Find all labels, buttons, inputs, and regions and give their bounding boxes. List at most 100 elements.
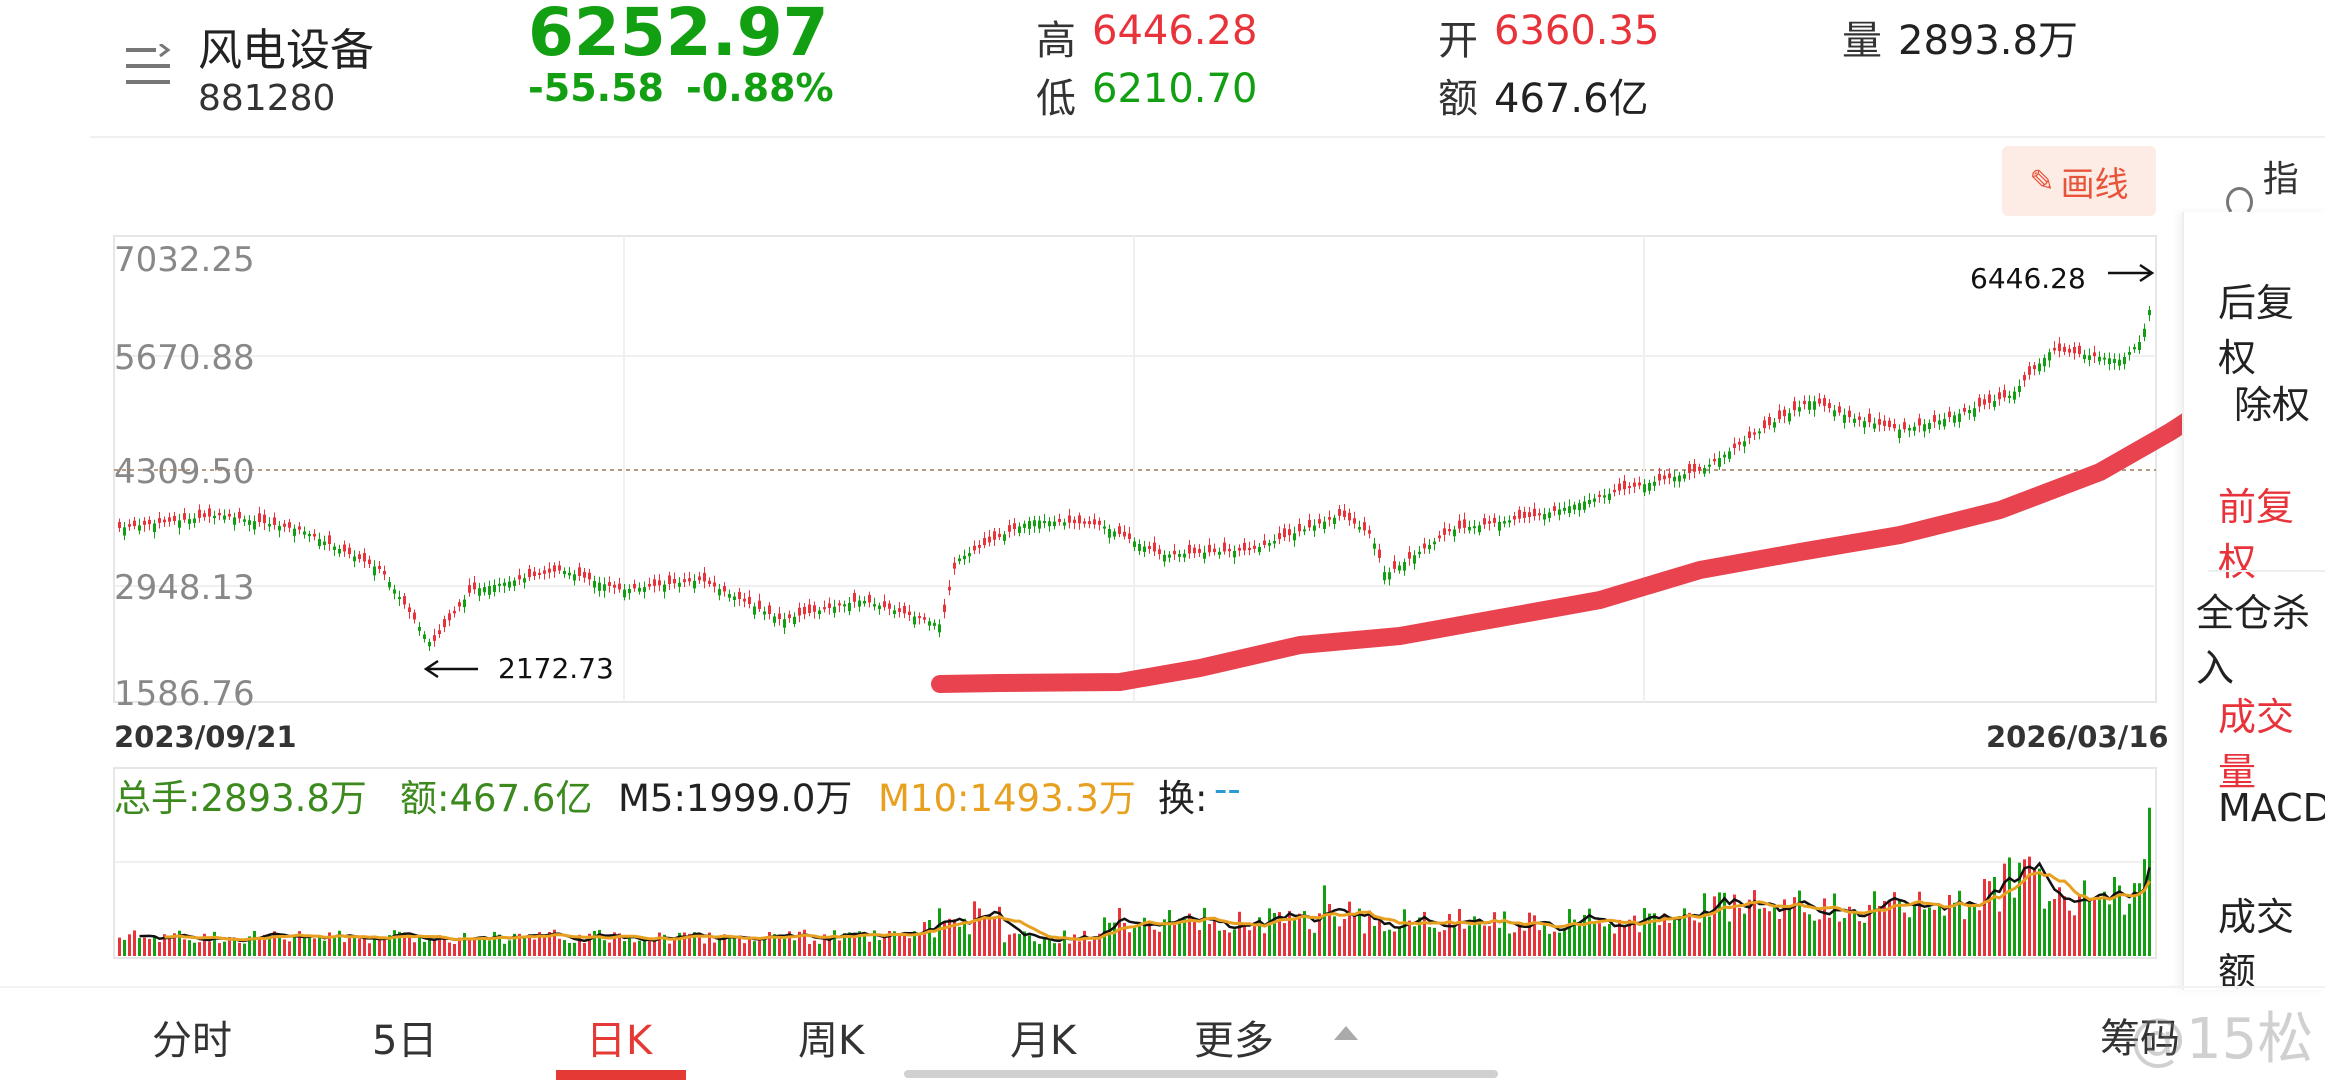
candle-body	[383, 570, 386, 575]
menu-icon[interactable]	[122, 42, 174, 88]
min-annotation: 2172.73	[498, 652, 614, 685]
candle-body	[188, 519, 191, 524]
tab-monthly-k[interactable]: 月K	[1010, 1018, 1077, 1064]
candle-body	[1773, 422, 1776, 428]
volume-bar	[248, 936, 251, 956]
volume-bar	[678, 932, 681, 956]
volume-bar	[1393, 931, 1396, 956]
volume-bar	[1533, 915, 1536, 956]
candle-body	[273, 517, 276, 525]
side-menu-item-post-adjust[interactable]: 后复权	[2218, 281, 2295, 380]
volume-bar	[878, 940, 881, 956]
draw-line-button[interactable]: ✎ 画线	[2002, 146, 2156, 216]
volume-bar	[1643, 908, 1646, 956]
volume-bar	[508, 940, 511, 956]
volume-bar	[583, 943, 586, 956]
volume-bar	[1803, 912, 1806, 956]
volume-bar	[1043, 938, 1046, 956]
kline-chart[interactable]	[0, 0, 2325, 980]
tab-daily-k[interactable]: 日K	[586, 1018, 653, 1064]
volume-bar	[1543, 921, 1546, 956]
candle-body	[643, 587, 646, 592]
volume-bar	[1373, 925, 1376, 956]
candle-body	[2098, 356, 2101, 362]
tab-intraday[interactable]: 分时	[152, 1018, 232, 1064]
volume-bar	[1058, 943, 1061, 956]
side-menu-item-full-position[interactable]: 全仓杀入	[2196, 591, 2311, 690]
volume-bar	[853, 933, 856, 956]
volume-bar	[1848, 906, 1851, 956]
candle-body	[1148, 546, 1151, 549]
candle-body	[408, 607, 411, 612]
candle-body	[1283, 528, 1286, 538]
scrollbar[interactable]	[904, 1070, 1498, 1078]
volume-bar	[998, 906, 1001, 956]
candle-body	[1563, 507, 1566, 511]
volume-bar	[653, 941, 656, 956]
volume-bar	[1008, 934, 1011, 956]
volume-bar	[918, 935, 921, 956]
volume-bar	[1133, 927, 1136, 956]
volume-bar	[613, 932, 616, 956]
volume-bar	[1293, 919, 1296, 956]
candle-body	[928, 621, 931, 626]
candle-body	[183, 513, 186, 520]
volume-bar	[533, 939, 536, 956]
candle-body	[768, 605, 771, 614]
candle-body	[338, 549, 341, 554]
current-price: 6252.97	[528, 0, 829, 71]
side-menu-item-ex-rights[interactable]: 除权	[2234, 383, 2311, 427]
side-menu-item-pre-adjust[interactable]: 前复权	[2218, 485, 2295, 584]
volume-bar	[313, 938, 316, 956]
volume-bar	[1313, 932, 1316, 956]
candle-body	[438, 630, 441, 634]
candle-body	[458, 602, 461, 607]
candle-body	[1978, 397, 1981, 407]
volume-bar	[993, 916, 996, 956]
side-menu-item-macd[interactable]: MACD	[2218, 786, 2325, 830]
candle-body	[2063, 346, 2066, 352]
chips-button[interactable]: 筹码	[2100, 1016, 2180, 1062]
chevron-up-icon[interactable]	[1334, 1026, 1358, 1040]
side-menu-item-turnover-amount[interactable]: 成交额	[2218, 895, 2295, 994]
volume-bar	[538, 932, 541, 956]
draw-line-label: 画线	[2060, 164, 2129, 205]
candle-body	[1093, 519, 1096, 525]
candle-body	[533, 571, 536, 576]
candle-body	[893, 610, 896, 615]
candle-body	[1413, 555, 1416, 564]
candle-body	[498, 583, 501, 586]
candle-body	[608, 582, 611, 586]
candle-body	[173, 515, 176, 521]
volume-bar	[1053, 943, 1056, 956]
candle-body	[2103, 357, 2106, 360]
tab-more[interactable]: 更多	[1194, 1018, 1274, 1064]
volume-bar	[1928, 907, 1931, 956]
side-menu-item-volume[interactable]: 成交量	[2218, 695, 2295, 794]
volume-bar	[1138, 925, 1141, 956]
candle-body	[2013, 391, 2016, 400]
volume-bar	[938, 908, 941, 956]
candle-body	[2023, 375, 2026, 381]
volume-bars	[118, 807, 2151, 956]
candle-body	[558, 565, 561, 571]
candle-body	[518, 575, 521, 580]
volume-bar	[1363, 933, 1366, 956]
volume-bar	[1903, 912, 1906, 956]
candle-body	[1008, 525, 1011, 532]
volume-bar	[1938, 904, 1941, 956]
candle-body	[1363, 522, 1366, 531]
volume-bar	[1228, 932, 1231, 956]
candle-body	[1888, 420, 1891, 428]
candle-body	[1948, 411, 1951, 418]
volume-bar	[568, 942, 571, 956]
volume-bar	[2068, 910, 2071, 956]
volume-bar	[348, 935, 351, 956]
candle-body	[663, 584, 666, 592]
volume-bar	[1078, 941, 1081, 956]
tab-weekly-k[interactable]: 周K	[798, 1018, 865, 1064]
candle-body	[1188, 544, 1191, 554]
volume-bar	[1673, 917, 1676, 956]
tab-5day[interactable]: 5日	[372, 1018, 438, 1064]
volume-bar	[293, 935, 296, 956]
